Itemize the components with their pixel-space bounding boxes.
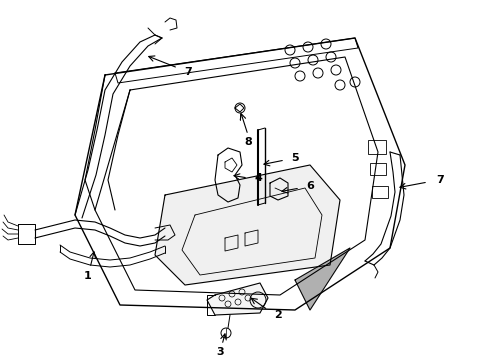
Text: 5: 5 — [290, 153, 298, 163]
Bar — [367, 140, 385, 154]
Polygon shape — [206, 283, 267, 315]
Polygon shape — [155, 165, 339, 285]
Text: 8: 8 — [244, 137, 251, 147]
Text: 4: 4 — [254, 173, 262, 183]
Bar — [371, 186, 387, 198]
Text: 3: 3 — [216, 347, 224, 357]
Bar — [369, 163, 385, 175]
Polygon shape — [294, 248, 349, 310]
Text: 7: 7 — [435, 175, 443, 185]
Text: 2: 2 — [274, 310, 281, 320]
Text: 1: 1 — [84, 271, 92, 281]
Text: 7: 7 — [184, 67, 191, 77]
Text: 6: 6 — [305, 181, 313, 191]
